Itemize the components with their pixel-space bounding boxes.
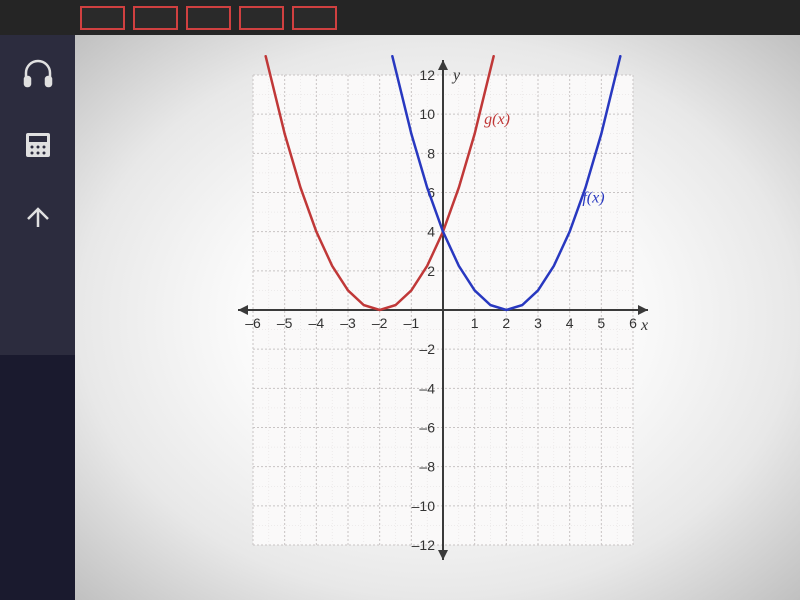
svg-text:–2: –2 bbox=[419, 341, 435, 357]
svg-text:1: 1 bbox=[470, 315, 478, 331]
svg-text:–1: –1 bbox=[403, 315, 419, 331]
headphones-icon[interactable] bbox=[18, 55, 58, 95]
svg-text:–12: –12 bbox=[411, 537, 435, 553]
svg-text:–6: –6 bbox=[245, 315, 261, 331]
top-box[interactable] bbox=[186, 6, 231, 30]
svg-text:x: x bbox=[640, 317, 648, 334]
calculator-icon[interactable] bbox=[18, 125, 58, 165]
top-box[interactable] bbox=[133, 6, 178, 30]
up-arrow-icon[interactable] bbox=[18, 195, 58, 235]
chart-page: –6–5–4–3–2–1123456–12–10–8–6–4–224681012… bbox=[75, 35, 800, 600]
svg-text:–6: –6 bbox=[419, 420, 435, 436]
sidebar bbox=[0, 35, 75, 355]
svg-text:–5: –5 bbox=[276, 315, 292, 331]
svg-text:12: 12 bbox=[419, 67, 435, 83]
svg-text:f(x): f(x) bbox=[582, 189, 604, 206]
top-box[interactable] bbox=[80, 6, 125, 30]
svg-text:–8: –8 bbox=[419, 459, 435, 475]
svg-text:g(x): g(x) bbox=[484, 111, 510, 128]
svg-text:y: y bbox=[451, 67, 461, 84]
svg-text:2: 2 bbox=[502, 315, 510, 331]
svg-text:–10: –10 bbox=[411, 498, 435, 514]
top-bar bbox=[0, 0, 800, 35]
svg-text:–3: –3 bbox=[340, 315, 356, 331]
top-box[interactable] bbox=[292, 6, 337, 30]
top-box[interactable] bbox=[239, 6, 284, 30]
svg-text:4: 4 bbox=[565, 315, 573, 331]
svg-text:5: 5 bbox=[597, 315, 605, 331]
svg-text:6: 6 bbox=[629, 315, 637, 331]
svg-text:4: 4 bbox=[427, 224, 435, 240]
svg-text:10: 10 bbox=[419, 106, 435, 122]
svg-text:3: 3 bbox=[534, 315, 542, 331]
svg-text:8: 8 bbox=[427, 145, 435, 161]
svg-text:–2: –2 bbox=[371, 315, 387, 331]
parabola-chart: –6–5–4–3–2–1123456–12–10–8–6–4–224681012… bbox=[213, 55, 663, 565]
svg-text:–4: –4 bbox=[419, 380, 435, 396]
svg-text:–4: –4 bbox=[308, 315, 324, 331]
